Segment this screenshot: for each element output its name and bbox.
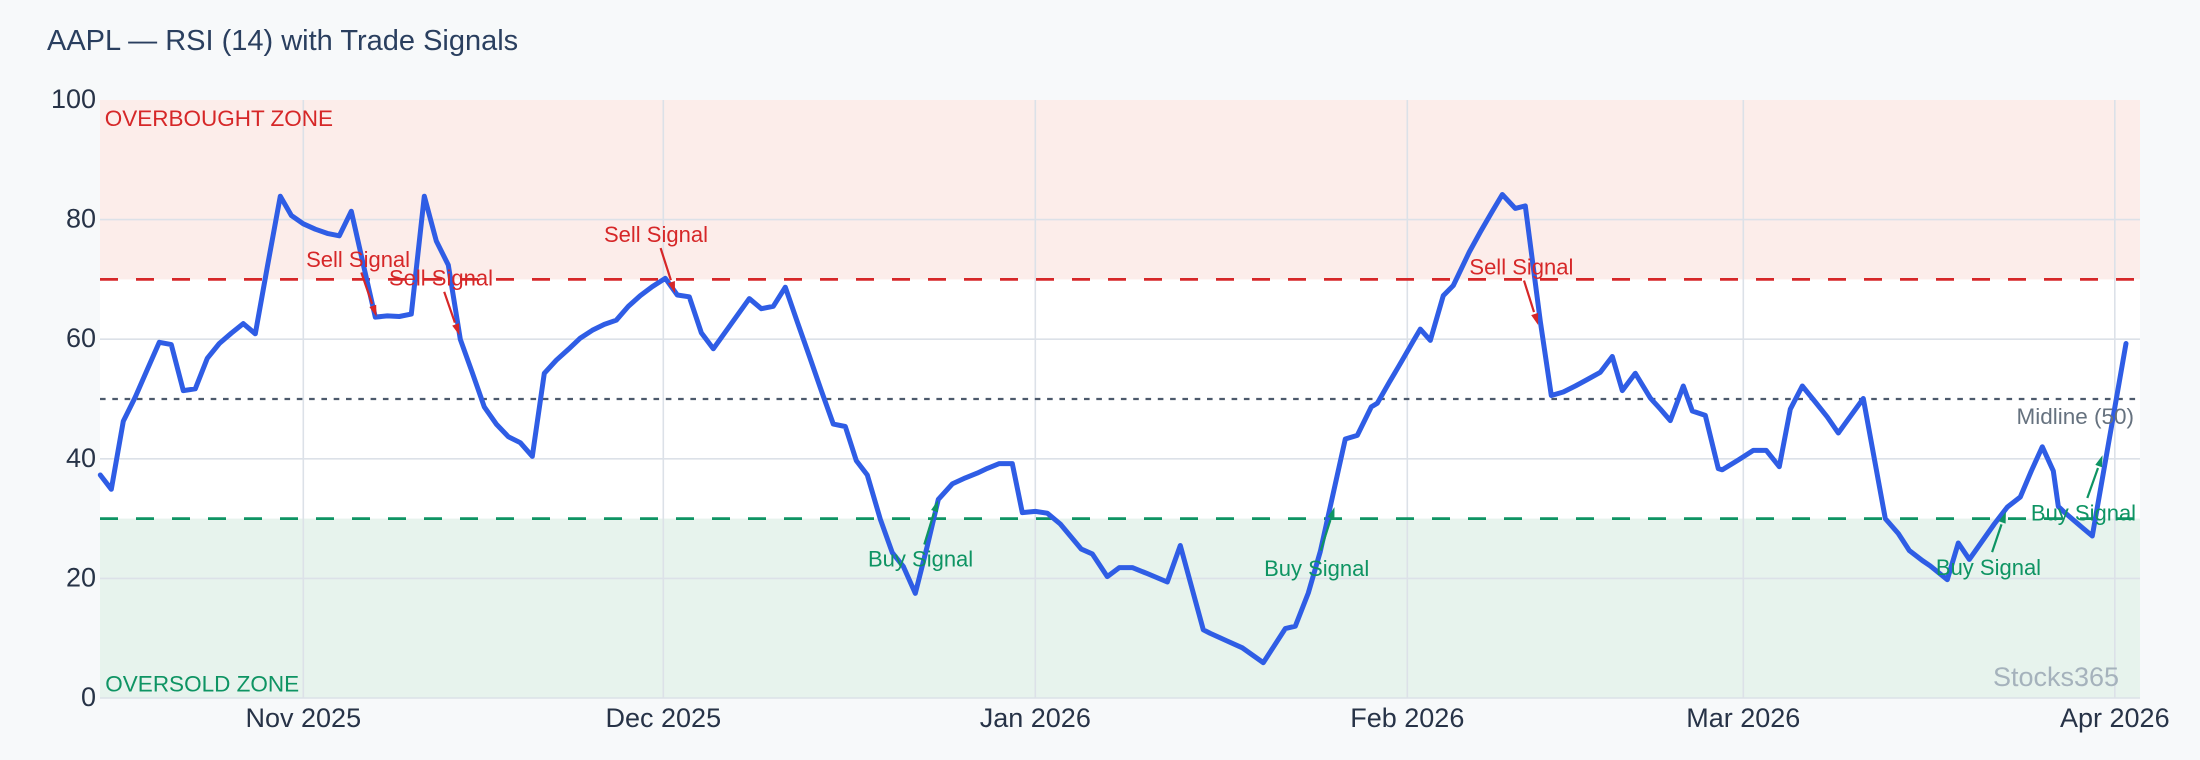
svg-text:Stocks365: Stocks365 [1993,662,2119,692]
svg-text:Midline (50): Midline (50) [2016,404,2134,429]
svg-text:0: 0 [81,682,96,712]
svg-text:20: 20 [66,562,96,592]
svg-text:Dec 2025: Dec 2025 [606,703,722,733]
svg-text:Buy Signal: Buy Signal [2031,501,2136,526]
svg-text:60: 60 [66,323,96,353]
svg-text:40: 40 [66,443,96,473]
svg-text:Nov 2025: Nov 2025 [246,703,362,733]
svg-text:Sell Signal: Sell Signal [389,266,493,291]
svg-text:100: 100 [51,84,96,114]
svg-text:OVERSOLD ZONE: OVERSOLD ZONE [105,672,299,697]
svg-text:OVERBOUGHT ZONE: OVERBOUGHT ZONE [105,106,333,131]
svg-text:Mar 2026: Mar 2026 [1686,703,1800,733]
svg-text:80: 80 [66,204,96,234]
svg-text:Sell Signal: Sell Signal [604,222,708,247]
svg-text:Sell Signal: Sell Signal [1469,254,1573,279]
svg-text:AAPL — RSI (14) with Trade Sig: AAPL — RSI (14) with Trade Signals [47,25,518,57]
svg-text:Buy Signal: Buy Signal [868,546,973,571]
svg-text:Buy Signal: Buy Signal [1264,556,1369,581]
svg-text:Apr 2026: Apr 2026 [2060,703,2170,733]
svg-text:Buy Signal: Buy Signal [1936,555,2041,580]
svg-text:Sell Signal: Sell Signal [306,247,410,272]
svg-text:Feb 2026: Feb 2026 [1350,703,1464,733]
svg-text:Jan 2026: Jan 2026 [980,703,1091,733]
